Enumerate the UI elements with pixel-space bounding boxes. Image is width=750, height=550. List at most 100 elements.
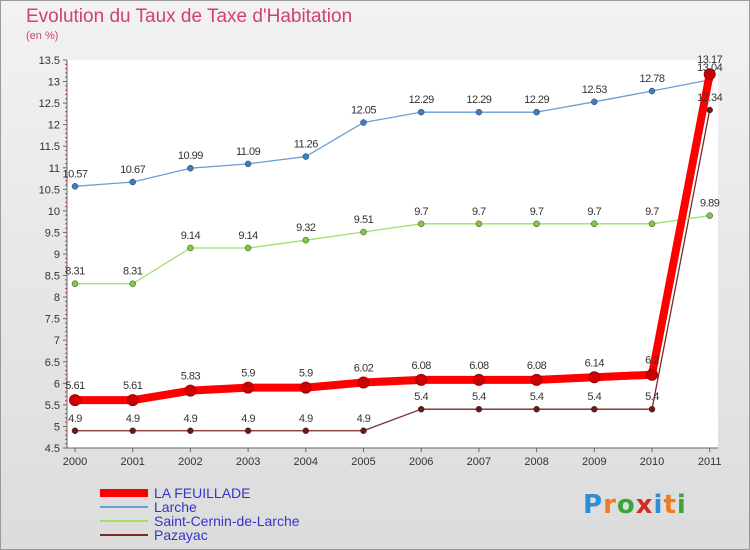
data-point: [591, 405, 598, 413]
proxiti-logo: Proxiti: [583, 490, 687, 520]
data-point: [187, 244, 194, 252]
data-point: [646, 368, 658, 381]
data-label: 9.89: [700, 198, 720, 210]
chart-unit: (en %): [26, 30, 59, 42]
data-point: [415, 373, 428, 386]
data-label: 13.04: [697, 62, 722, 74]
data-point: [648, 405, 656, 413]
logo-letter: o: [616, 490, 636, 520]
data-label: 5.9: [241, 368, 255, 380]
data-label: 12.34: [697, 92, 722, 104]
data-label: 5.4: [587, 391, 601, 403]
x-tick-label: 2000: [63, 456, 87, 468]
data-label: 4.9: [126, 413, 140, 425]
data-label: 5.61: [65, 380, 85, 392]
data-label: 4.9: [68, 413, 82, 425]
data-point: [299, 381, 312, 394]
x-tick-label: 2003: [236, 456, 260, 468]
y-tick-label: 8: [54, 292, 60, 304]
data-label: 9.7: [414, 206, 428, 218]
data-label: 5.61: [123, 380, 143, 392]
data-point: [187, 164, 194, 172]
data-label: 6.14: [585, 357, 605, 369]
data-label: 12.05: [351, 105, 376, 117]
data-label: 6.08: [527, 360, 547, 372]
legend-label: Larche: [154, 499, 197, 515]
y-tick-label: 10: [48, 206, 60, 218]
data-label: 9.7: [645, 206, 659, 218]
data-point: [475, 108, 483, 116]
data-label: 9.32: [296, 222, 316, 234]
x-tick-label: 2010: [640, 456, 664, 468]
y-tick-label: 11: [49, 163, 60, 175]
data-point: [417, 220, 425, 228]
data-label: 12.53: [582, 84, 607, 96]
data-point: [184, 384, 197, 397]
series-line-1: [74, 79, 711, 187]
data-label: 5.4: [472, 391, 486, 403]
y-tick-label: 7.5: [45, 314, 60, 326]
logo-letter: t: [663, 490, 677, 520]
data-point: [648, 87, 656, 95]
data-point: [472, 373, 485, 386]
series-line-0: [71, 70, 714, 405]
y-tick-label: 7: [54, 335, 60, 347]
logo-letter: x: [635, 490, 654, 520]
x-tick-label: 2001: [120, 456, 144, 468]
logo-letter: P: [583, 490, 604, 520]
data-label: 10.57: [62, 168, 87, 180]
data-point: [533, 405, 540, 413]
plot-area: [67, 60, 718, 448]
chart-title: Evolution du Taux de Taxe d'Habitation: [26, 6, 353, 27]
data-point: [129, 178, 136, 186]
data-label: 9.7: [587, 206, 601, 218]
data-point: [591, 220, 598, 228]
x-tick-label: 2007: [467, 456, 491, 468]
x-tick-label: 2009: [582, 456, 606, 468]
legend-swatch-saint-cernin: [100, 520, 148, 522]
data-point: [302, 153, 310, 160]
y-tick-label: 9.5: [45, 227, 60, 239]
data-point: [591, 98, 598, 106]
x-tick-label: 2008: [524, 456, 548, 468]
x-tick-label: 2004: [294, 456, 318, 468]
data-label: 6.08: [411, 360, 431, 372]
data-point: [244, 160, 252, 168]
x-tick-label: 2005: [351, 456, 375, 468]
y-tick-label: 4.5: [45, 443, 60, 455]
y-tick-label: 11.5: [39, 141, 60, 153]
y-tick-label: 13: [48, 77, 60, 89]
data-label: 10.67: [120, 164, 145, 176]
data-point: [129, 280, 136, 287]
data-point: [244, 244, 252, 252]
data-point: [129, 427, 136, 435]
logo-letter: i: [676, 490, 687, 520]
data-point: [588, 371, 601, 384]
logo-letter: r: [603, 490, 617, 520]
data-point: [187, 427, 194, 435]
y-tick-label: 5.5: [45, 400, 60, 412]
x-tick-label: 2011: [698, 456, 722, 468]
data-point: [69, 394, 81, 407]
data-label: 4.9: [299, 413, 313, 425]
data-point: [357, 376, 370, 389]
data-point: [302, 427, 310, 435]
data-point: [417, 108, 425, 116]
data-label: 5.83: [181, 371, 201, 383]
legend-item-saint-cernin: Saint-Cernin-de-Larche: [100, 514, 300, 528]
data-label: 8.31: [123, 266, 143, 278]
legend-item-pazayac: Pazayac: [100, 528, 300, 542]
data-point: [703, 68, 716, 81]
data-label: 4.9: [241, 413, 255, 425]
data-label: 12.29: [466, 94, 491, 106]
data-point: [302, 236, 310, 244]
data-label: 9.14: [238, 230, 258, 242]
legend-label: Saint-Cernin-de-Larche: [154, 513, 300, 529]
legend: LA FEUILLADE Larche Saint-Cernin-de-Larc…: [100, 486, 300, 542]
y-tick-label: 12.5: [39, 98, 60, 110]
data-label: 12.29: [409, 94, 434, 106]
data-point: [242, 381, 255, 394]
data-point: [530, 373, 543, 386]
data-label: 8.31: [65, 266, 85, 278]
